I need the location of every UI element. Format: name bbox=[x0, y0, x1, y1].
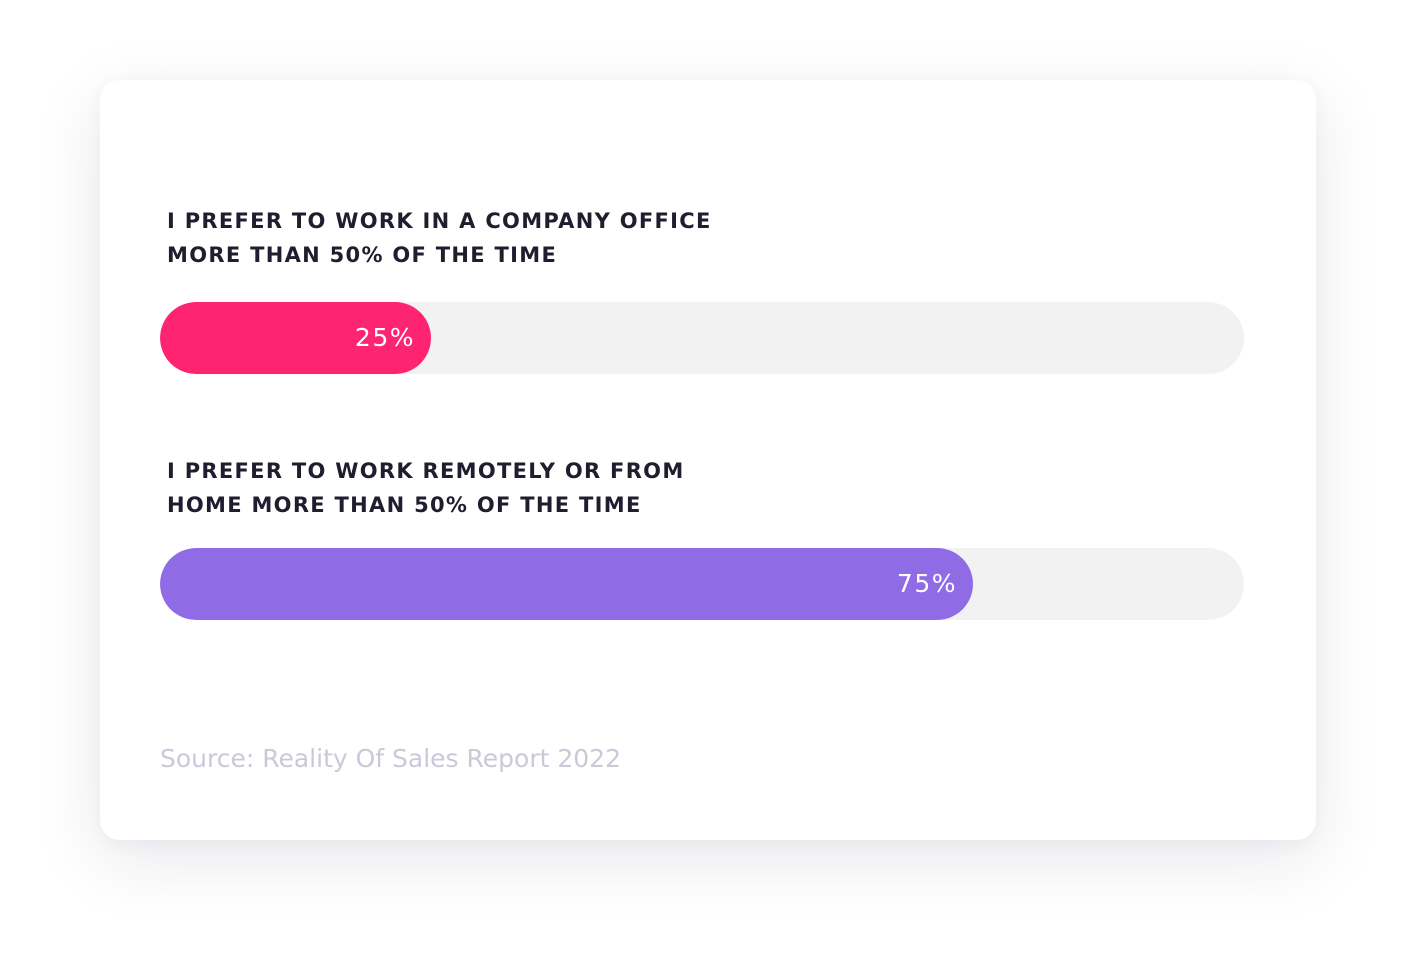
bar-fill-office: 25% bbox=[160, 302, 431, 374]
bar-label-office: I PREFER TO WORK IN A COMPANY OFFICE MOR… bbox=[167, 204, 867, 272]
bar-value-office: 25% bbox=[354, 323, 415, 352]
bar-track-remote: 75% bbox=[160, 548, 1244, 620]
bar-track-office: 25% bbox=[160, 302, 1244, 374]
bar-label-remote-line-2: HOME MORE THAN 50% OF THE TIME bbox=[167, 493, 642, 517]
bar-fill-remote: 75% bbox=[160, 548, 973, 620]
bar-label-remote-line-1: I PREFER TO WORK REMOTELY OR FROM bbox=[167, 459, 685, 483]
chart-card: I PREFER TO WORK IN A COMPANY OFFICE MOR… bbox=[100, 80, 1316, 840]
bar-label-office-line-1: I PREFER TO WORK IN A COMPANY OFFICE bbox=[167, 209, 712, 233]
bar-label-remote: I PREFER TO WORK REMOTELY OR FROM HOME M… bbox=[167, 454, 867, 522]
bar-label-office-line-2: MORE THAN 50% OF THE TIME bbox=[167, 243, 558, 267]
source-note: Source: Reality Of Sales Report 2022 bbox=[160, 744, 621, 773]
bar-value-remote: 75% bbox=[896, 569, 957, 598]
